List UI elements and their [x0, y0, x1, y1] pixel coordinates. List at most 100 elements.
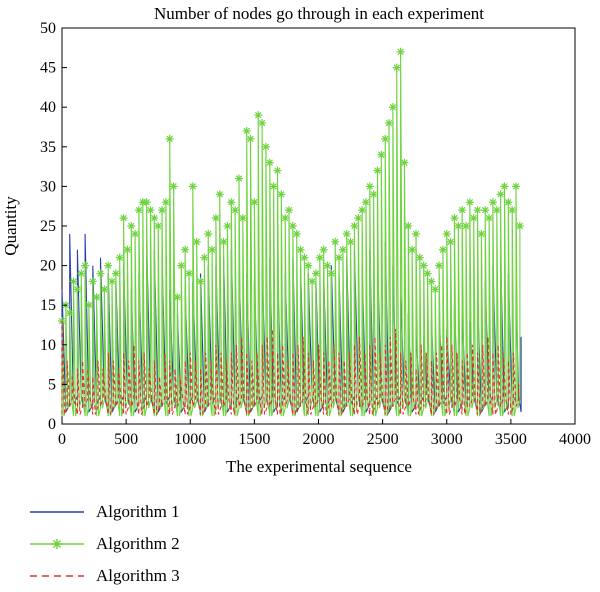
data-point: [427, 277, 436, 286]
data-point: [323, 261, 332, 270]
chart: Number of nodes go through in each exper…: [1, 4, 591, 476]
y-tick-label: 25: [40, 218, 56, 235]
data-point: [292, 229, 301, 238]
data-point: [454, 222, 463, 230]
data-point: [438, 245, 447, 254]
data-point: [231, 206, 240, 215]
data-point: [204, 229, 213, 238]
data-point: [69, 277, 78, 286]
data-point: [265, 158, 274, 167]
legend-swatch-algorithm-3: [30, 575, 84, 577]
x-tick-label: 2500: [367, 431, 399, 448]
data-point: [319, 245, 328, 254]
data-point: [365, 182, 374, 191]
data-point: [458, 206, 467, 215]
legend: Algorithm 1 Algorithm 2 Algorithm 3: [28, 496, 288, 592]
data-point: [477, 229, 486, 238]
data-point: [392, 63, 401, 72]
data-point: [200, 253, 209, 262]
x-tick-label: 4000: [559, 431, 591, 448]
data-point: [131, 229, 140, 238]
data-point: [346, 237, 355, 246]
data-point: [473, 206, 482, 215]
data-point: [385, 119, 394, 128]
data-point: [281, 214, 290, 223]
y-tick-label: 10: [40, 337, 56, 354]
data-point: [369, 190, 378, 199]
data-point: [415, 253, 424, 262]
data-point: [408, 245, 417, 254]
x-tick-label: 3000: [431, 431, 463, 448]
y-tick-label: 40: [40, 99, 56, 116]
data-point: [238, 214, 247, 223]
data-point: [227, 198, 236, 207]
data-point: [311, 269, 320, 278]
data-point: [350, 222, 359, 230]
data-point: [419, 261, 428, 270]
data-point: [331, 237, 340, 246]
data-point: [73, 285, 82, 294]
data-point: [81, 261, 90, 270]
data-point: [173, 293, 182, 302]
data-point: [146, 206, 155, 215]
data-point: [84, 301, 93, 310]
data-point: [496, 190, 505, 199]
data-point: [515, 222, 524, 230]
data-point: [65, 309, 74, 318]
data-point: [361, 198, 370, 207]
y-tick-label: 0: [48, 416, 56, 433]
data-point: [388, 103, 397, 112]
data-point: [181, 245, 190, 254]
data-point: [111, 269, 120, 278]
data-point: [115, 253, 124, 262]
data-point: [273, 166, 282, 175]
data-point: [377, 150, 386, 159]
series-line-2: [61, 51, 521, 417]
data-point: [327, 269, 336, 278]
y-tick-label: 20: [40, 258, 56, 275]
data-point: [127, 222, 136, 230]
x-tick-label: 1500: [238, 431, 270, 448]
data-point: [461, 222, 470, 230]
series-line-3: [61, 320, 520, 415]
data-point: [492, 206, 501, 215]
data-point: [381, 134, 390, 143]
data-point: [342, 229, 351, 238]
data-point: [504, 198, 513, 207]
legend-item-algorithm-2: Algorithm 2: [28, 528, 288, 560]
data-point: [396, 47, 405, 56]
data-point: [123, 245, 132, 254]
data-point: [254, 111, 263, 120]
data-point: [465, 198, 474, 207]
data-point: [161, 198, 170, 207]
y-tick-label: 30: [40, 178, 56, 195]
axes-layer: 0 500 1000 1500 2000 2500 3000 3500 4000 0 5 10 15 20…: [40, 20, 591, 448]
data-point: [300, 253, 309, 262]
data-point: [92, 293, 101, 302]
data-point: [234, 174, 243, 183]
data-point: [442, 229, 451, 238]
y-axis-label: Quantity: [1, 196, 20, 256]
data-point: [104, 261, 113, 270]
data-point: [404, 222, 413, 230]
data-point: [450, 214, 459, 223]
series-algorithm-3: [61, 320, 520, 415]
data-point: [261, 142, 270, 151]
data-point: [285, 206, 294, 215]
data-point: [219, 237, 228, 246]
x-tick-label: 2000: [303, 431, 335, 448]
data-point: [335, 253, 344, 262]
x-tick-label: 500: [114, 431, 138, 448]
data-point: [508, 206, 517, 215]
data-point: [469, 214, 478, 223]
data-point: [269, 182, 278, 191]
data-point: [304, 261, 313, 270]
data-point: [446, 237, 455, 246]
data-point: [354, 214, 363, 223]
series-algorithm-2: [58, 47, 524, 417]
data-point: [96, 269, 105, 278]
data-point: [288, 222, 297, 230]
data-point: [142, 198, 151, 207]
legend-swatch-algorithm-1: [30, 511, 84, 513]
data-point: [431, 285, 440, 294]
